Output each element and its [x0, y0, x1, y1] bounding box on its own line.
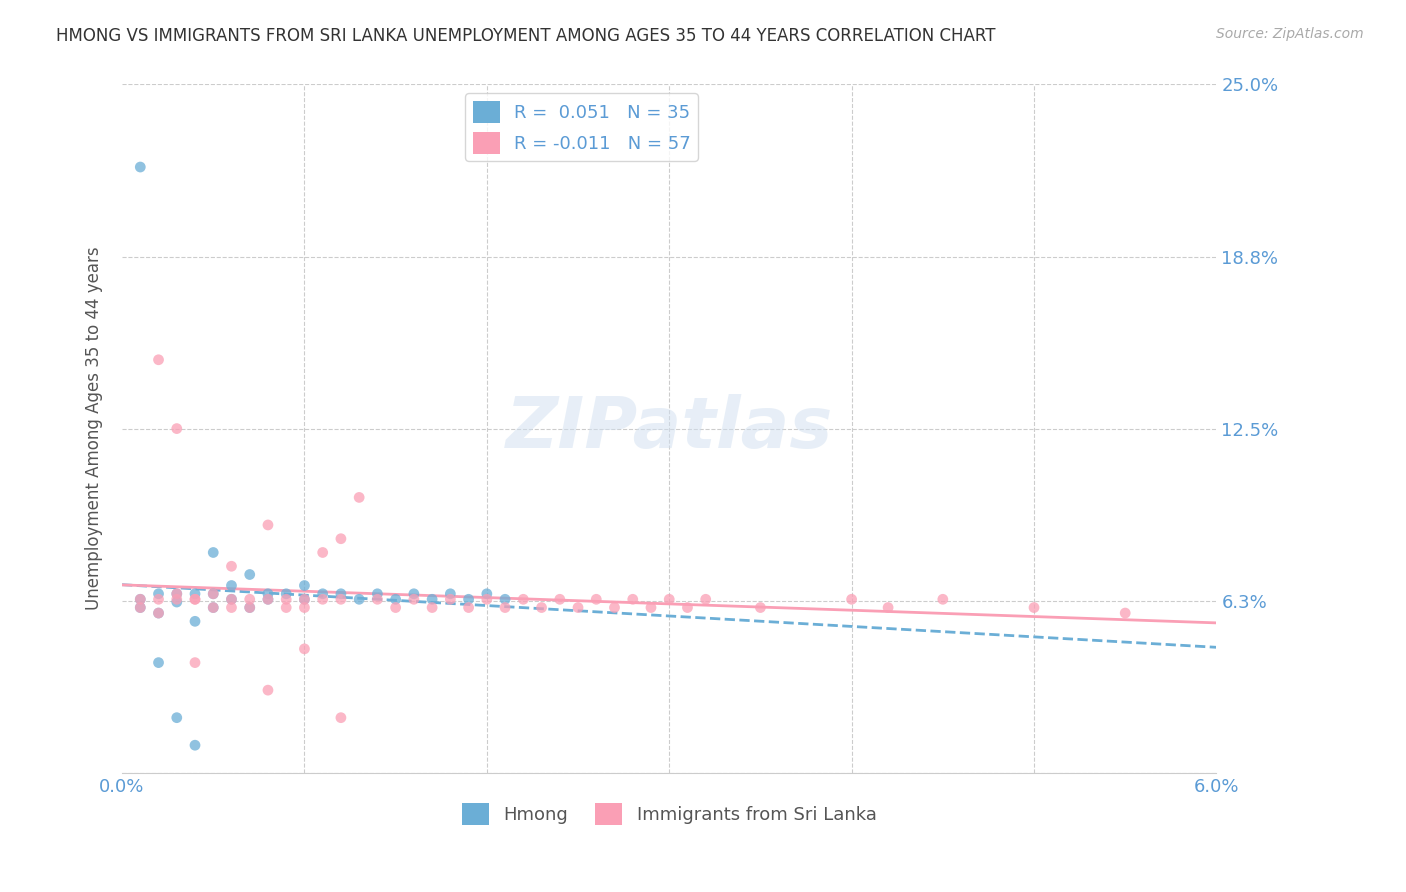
Point: [166, 595, 188, 609]
Point: [312, 587, 335, 601]
Point: [184, 656, 207, 670]
Point: [148, 606, 170, 620]
Point: [347, 592, 370, 607]
Point: [841, 592, 863, 607]
Point: [347, 491, 370, 505]
Point: [166, 421, 188, 435]
Point: [420, 592, 443, 607]
Point: [329, 532, 352, 546]
Point: [221, 600, 243, 615]
Point: [221, 578, 243, 592]
Point: [384, 600, 406, 615]
Point: [148, 587, 170, 601]
Point: [184, 592, 207, 607]
Point: [640, 600, 662, 615]
Point: [749, 600, 772, 615]
Point: [276, 587, 298, 601]
Point: [329, 711, 352, 725]
Point: [439, 587, 461, 601]
Point: [366, 592, 388, 607]
Point: [166, 587, 188, 601]
Point: [402, 587, 425, 601]
Point: [129, 600, 152, 615]
Point: [475, 592, 498, 607]
Point: [329, 587, 352, 601]
Point: [166, 587, 188, 601]
Point: [184, 738, 207, 752]
Point: [257, 592, 280, 607]
Text: HMONG VS IMMIGRANTS FROM SRI LANKA UNEMPLOYMENT AMONG AGES 35 TO 44 YEARS CORREL: HMONG VS IMMIGRANTS FROM SRI LANKA UNEMP…: [56, 27, 995, 45]
Point: [585, 592, 607, 607]
Point: [294, 592, 316, 607]
Y-axis label: Unemployment Among Ages 35 to 44 years: Unemployment Among Ages 35 to 44 years: [86, 247, 103, 610]
Point: [129, 160, 152, 174]
Point: [257, 587, 280, 601]
Point: [420, 600, 443, 615]
Point: [384, 592, 406, 607]
Point: [202, 587, 225, 601]
Point: [129, 592, 152, 607]
Point: [676, 600, 699, 615]
Point: [221, 592, 243, 607]
Point: [1114, 606, 1136, 620]
Point: [294, 641, 316, 656]
Point: [202, 587, 225, 601]
Point: [603, 600, 626, 615]
Point: [202, 545, 225, 559]
Point: [457, 592, 479, 607]
Point: [148, 592, 170, 607]
Point: [276, 592, 298, 607]
Point: [148, 656, 170, 670]
Point: [221, 559, 243, 574]
Point: [512, 592, 534, 607]
Text: ZIPatlas: ZIPatlas: [506, 394, 832, 463]
Point: [184, 592, 207, 607]
Point: [221, 592, 243, 607]
Point: [184, 615, 207, 629]
Point: [129, 600, 152, 615]
Point: [202, 600, 225, 615]
Point: [257, 518, 280, 533]
Point: [257, 592, 280, 607]
Point: [312, 545, 335, 559]
Point: [439, 592, 461, 607]
Point: [129, 592, 152, 607]
Point: [366, 587, 388, 601]
Point: [184, 587, 207, 601]
Point: [257, 683, 280, 698]
Point: [530, 600, 553, 615]
Point: [239, 592, 262, 607]
Point: [148, 352, 170, 367]
Point: [166, 592, 188, 607]
Point: [567, 600, 589, 615]
Point: [294, 592, 316, 607]
Text: Source: ZipAtlas.com: Source: ZipAtlas.com: [1216, 27, 1364, 41]
Point: [494, 600, 516, 615]
Legend: Hmong, Immigrants from Sri Lanka: Hmong, Immigrants from Sri Lanka: [454, 796, 884, 832]
Point: [148, 606, 170, 620]
Point: [166, 711, 188, 725]
Point: [658, 592, 681, 607]
Point: [475, 587, 498, 601]
Point: [457, 600, 479, 615]
Point: [239, 567, 262, 582]
Point: [548, 592, 571, 607]
Point: [294, 600, 316, 615]
Point: [402, 592, 425, 607]
Point: [877, 600, 900, 615]
Point: [494, 592, 516, 607]
Point: [695, 592, 717, 607]
Point: [202, 600, 225, 615]
Point: [239, 600, 262, 615]
Point: [312, 592, 335, 607]
Point: [932, 592, 955, 607]
Point: [239, 600, 262, 615]
Point: [329, 592, 352, 607]
Point: [621, 592, 644, 607]
Point: [276, 600, 298, 615]
Point: [1022, 600, 1045, 615]
Point: [294, 578, 316, 592]
